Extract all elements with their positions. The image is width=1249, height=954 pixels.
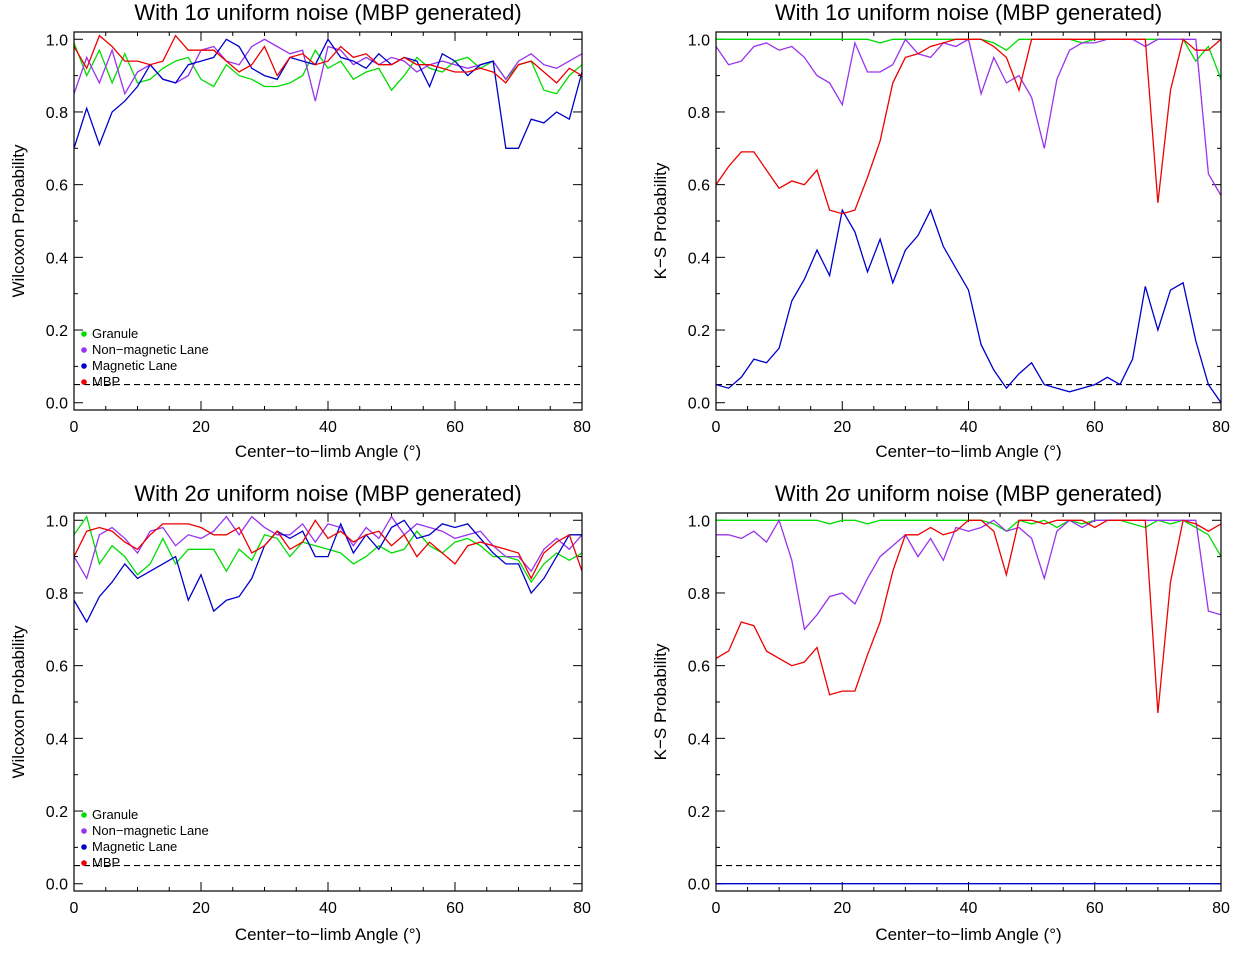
chart-2-ytick-label: 0.8 — [46, 586, 68, 603]
chart-0-xtick-label: 60 — [446, 419, 464, 436]
chart-1-ytick-label: 0.6 — [688, 178, 710, 195]
chart-2-ytick-label: 0.4 — [46, 731, 68, 748]
chart-0-series-non-magnetic-lane — [74, 38, 582, 102]
chart-0-xtick-label: 20 — [192, 419, 210, 436]
chart-0-legend-marker — [81, 379, 87, 385]
chart-3-ylabel: K−S Probability — [651, 643, 670, 760]
chart-1-ytick-label: 0.0 — [688, 396, 710, 413]
chart-0-ytick-label: 0.2 — [46, 323, 68, 340]
chart-2: With 2σ uniform noise (MBP generated) Cen… — [9, 481, 591, 944]
chart-2-xtick-label: 0 — [70, 900, 79, 917]
chart-1-xlabel: Center−to−limb Angle (°) — [875, 442, 1061, 461]
chart-2-legend-label: Non−magnetic Lane — [92, 823, 209, 838]
chart-0-ytick-label: 0.4 — [46, 250, 68, 267]
chart-3-ytick-label: 0.4 — [688, 731, 710, 748]
chart-0-legend-marker — [81, 347, 87, 353]
chart-1-series-magnetic-lane — [716, 208, 1221, 404]
chart-1-ytick-label: 0.2 — [688, 323, 710, 340]
chart-3-ytick-label: 1.0 — [688, 513, 710, 530]
chart-2-series-mbp — [74, 519, 582, 580]
chart-1-ylabel: K−S Probability — [651, 162, 670, 279]
chart-3-frame — [715, 512, 1222, 892]
chart-0-series-magnetic-lane — [74, 38, 582, 149]
chart-0-ytick-label: 0.8 — [46, 105, 68, 122]
chart-3-xlabel: Center−to−limb Angle (°) — [875, 925, 1061, 944]
chart-0-series-mbp — [74, 34, 582, 84]
chart-0-legend-marker — [81, 363, 87, 369]
chart-0-ytick-label: 1.0 — [46, 32, 68, 49]
chart-2-xtick-label: 80 — [573, 900, 591, 917]
chart-1-series-non-magnetic-lane — [716, 38, 1221, 196]
chart-2-legend-marker — [81, 844, 87, 850]
chart-1-ytick-label: 0.4 — [688, 250, 710, 267]
chart-2-frame — [73, 512, 583, 892]
chart-2-ylabel: Wilcoxon Probability — [9, 625, 28, 779]
chart-3: With 2σ uniform noise (MBP generated) Cen… — [651, 481, 1230, 944]
chart-0-ylabel: Wilcoxon Probability — [9, 144, 28, 298]
chart-2-title: With 2σ uniform noise (MBP generated) — [134, 481, 521, 506]
chart-3-xtick-label: 0 — [712, 900, 721, 917]
chart-3-ytick-label: 0.0 — [688, 877, 710, 894]
chart-1-xtick-label: 40 — [960, 419, 978, 436]
chart-2-ytick-label: 0.6 — [46, 659, 68, 676]
chart-2-legend-label: Granule — [92, 807, 138, 822]
chart-0-xtick-label: 80 — [573, 419, 591, 436]
chart-2-legend-marker — [81, 828, 87, 834]
chart-3-series-mbp — [716, 519, 1221, 713]
chart-2-legend-label: MBP — [92, 855, 120, 870]
chart-1-series-mbp — [716, 38, 1221, 215]
chart-3-xtick-label: 60 — [1086, 900, 1104, 917]
chart-2-legend-marker — [81, 860, 87, 866]
chart-2-ytick-label: 0.0 — [46, 877, 68, 894]
chart-2-xlabel: Center−to−limb Angle (°) — [235, 925, 421, 944]
chart-2-ytick-label: 0.2 — [46, 804, 68, 821]
chart-0-xlabel: Center−to−limb Angle (°) — [235, 442, 421, 461]
chart-1-title: With 1σ uniform noise (MBP generated) — [775, 0, 1162, 25]
chart-0-legend-label: Non−magnetic Lane — [92, 342, 209, 357]
chart-2-legend-label: Magnetic Lane — [92, 839, 177, 854]
chart-3-xtick-label: 20 — [833, 900, 851, 917]
chart-1-xtick-label: 20 — [833, 419, 851, 436]
chart-0-frame — [73, 31, 583, 411]
chart-1-xtick-label: 0 — [712, 419, 721, 436]
chart-0-legend-label: Magnetic Lane — [92, 358, 177, 373]
chart-1-ytick-label: 0.8 — [688, 105, 710, 122]
chart-3-ytick-label: 0.8 — [688, 586, 710, 603]
chart-1: With 1σ uniform noise (MBP generated) Cen… — [651, 0, 1230, 461]
chart-3-title: With 2σ uniform noise (MBP generated) — [775, 481, 1162, 506]
chart-1-ytick-label: 1.0 — [688, 32, 710, 49]
chart-0-legend-label: MBP — [92, 374, 120, 389]
chart-0-ytick-label: 0.6 — [46, 178, 68, 195]
chart-2-xtick-label: 60 — [446, 900, 464, 917]
chart-0-xtick-label: 0 — [70, 419, 79, 436]
chart-3-ytick-label: 0.2 — [688, 804, 710, 821]
chart-3-ytick-label: 0.6 — [688, 659, 710, 676]
chart-0: With 1σ uniform noise (MBP generated) Cen… — [9, 0, 591, 461]
chart-0-legend-label: Granule — [92, 326, 138, 341]
chart-0-legend-marker — [81, 331, 87, 337]
chart-1-frame — [715, 31, 1222, 411]
chart-2-series-magnetic-lane — [74, 519, 582, 624]
chart-2-xtick-label: 20 — [192, 900, 210, 917]
chart-2-xtick-label: 40 — [319, 900, 337, 917]
chart-3-xtick-label: 40 — [960, 900, 978, 917]
chart-0-title: With 1σ uniform noise (MBP generated) — [134, 0, 521, 25]
chart-2-ytick-label: 1.0 — [46, 513, 68, 530]
chart-0-ytick-label: 0.0 — [46, 396, 68, 413]
chart-2-legend-marker — [81, 812, 87, 818]
chart-3-series-non-magnetic-lane — [716, 518, 1221, 631]
chart-0-xtick-label: 40 — [319, 419, 337, 436]
chart-2-series-non-magnetic-lane — [74, 515, 582, 581]
chart-1-xtick-label: 60 — [1086, 419, 1104, 436]
chart-0-series-granule — [74, 42, 582, 95]
chart-1-xtick-label: 80 — [1212, 419, 1230, 436]
chart-3-xtick-label: 80 — [1212, 900, 1230, 917]
